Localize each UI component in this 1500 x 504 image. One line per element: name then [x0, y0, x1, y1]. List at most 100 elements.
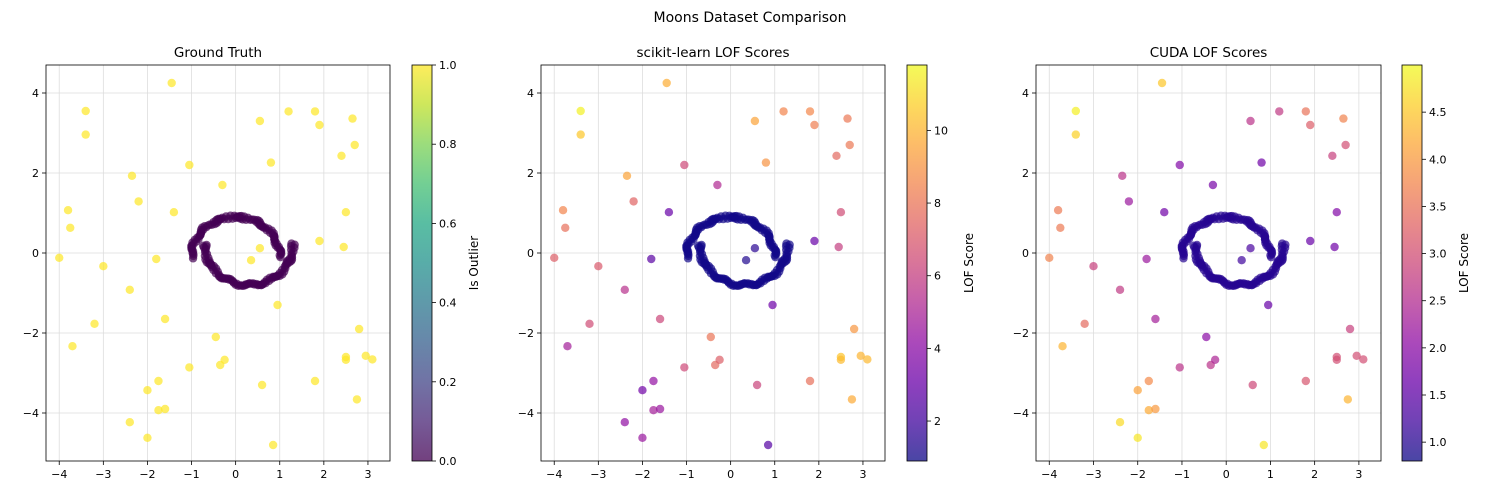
x-tick-label: 2: [1311, 468, 1318, 481]
colorbar-tick-label: 0.4: [439, 297, 457, 310]
outlier-point: [662, 78, 671, 88]
outlier-point: [266, 158, 276, 167]
outlier-point: [647, 254, 656, 264]
outlier-point: [715, 355, 724, 364]
colorbar-tick-label: 4: [934, 342, 941, 355]
x-tick-label: −1: [1174, 468, 1190, 481]
outlier-point: [268, 440, 278, 450]
outlier-point: [1058, 342, 1067, 351]
y-tick-label: −4: [518, 407, 534, 420]
colorbar-gradient: [1401, 64, 1423, 462]
inlier-point: [683, 254, 693, 263]
x-tick-label: 1: [276, 468, 283, 481]
y-axis: −4 −2 0 2 4: [1013, 87, 1036, 420]
outlier-point: [622, 171, 632, 180]
outlier-point: [339, 242, 348, 252]
scatter-points: [550, 78, 872, 450]
colorbar-tick-label: 0.0: [439, 455, 457, 468]
colorbar-gradient: [411, 64, 433, 462]
outlier-point: [310, 376, 320, 386]
outlier-point: [167, 78, 176, 88]
inlier-point: [188, 254, 198, 263]
y-tick-label: 2: [32, 167, 39, 180]
outlier-point: [1306, 236, 1315, 246]
outlier-point: [1237, 256, 1246, 265]
outlier-point: [185, 363, 194, 372]
y-axis: −4 −2 0 2 4: [23, 87, 46, 420]
y-tick-label: 0: [32, 247, 39, 260]
outlier-point: [1328, 151, 1337, 160]
x-tick-label: 3: [859, 468, 866, 481]
outlier-point: [805, 376, 815, 386]
outlier-point: [337, 151, 346, 160]
outlier-point: [1157, 78, 1167, 88]
outlier-point: [255, 244, 265, 253]
outlier-point: [1080, 319, 1089, 328]
colorbar-tick-label: 0.6: [439, 217, 457, 230]
outlier-point: [352, 395, 362, 404]
outlier-point: [1175, 363, 1184, 372]
outlier-point: [1142, 254, 1151, 264]
outlier-point: [218, 180, 227, 190]
outlier-point: [134, 197, 143, 206]
outlier-point: [257, 380, 267, 390]
outlier-point: [856, 351, 865, 360]
colorbar-tick-label: 3.0: [1429, 248, 1447, 261]
grid: [46, 65, 390, 461]
outlier-point: [1248, 380, 1257, 390]
outlier-point: [1330, 242, 1339, 252]
subplot-title: scikit-learn LOF Scores: [637, 45, 790, 61]
x-tick-label: −4: [1041, 468, 1057, 481]
colorbar: 0.0 0.2 0.4 0.6 0.8 1.0 Is Outlier: [411, 59, 481, 468]
outlier-point: [143, 386, 152, 395]
outlier-point: [160, 314, 170, 324]
outlier-point: [768, 300, 777, 310]
outlier-point: [90, 319, 99, 328]
outlier-point: [680, 160, 689, 170]
outlier-point: [563, 342, 572, 351]
outlier-point: [750, 244, 760, 253]
x-tick-label: −2: [139, 468, 155, 481]
y-tick-label: −2: [1013, 327, 1029, 340]
outlier-point: [810, 120, 819, 130]
axes-frame: [1035, 64, 1382, 462]
outlier-point: [169, 208, 179, 217]
outlier-point: [1301, 376, 1311, 386]
y-tick-label: −4: [23, 407, 39, 420]
outlier-point: [620, 285, 629, 294]
outlier-point: [1332, 208, 1341, 217]
y-tick-label: −2: [518, 327, 534, 340]
y-tick-label: −4: [1013, 407, 1029, 420]
y-tick-label: 4: [1022, 87, 1029, 100]
outlier-point: [585, 319, 594, 328]
colorbar-tick-label: 6: [934, 270, 941, 283]
outlier-point: [310, 107, 320, 116]
outlier-point: [246, 256, 256, 265]
outlier-point: [1133, 386, 1142, 395]
outlier-point: [55, 253, 64, 262]
x-tick-label: −1: [678, 468, 694, 481]
outlier-point: [1118, 171, 1127, 180]
x-tick-label: 3: [1355, 468, 1362, 481]
outlier-point: [664, 208, 674, 217]
x-tick-label: 2: [320, 468, 327, 481]
outlier-point: [594, 262, 603, 271]
outlier-point: [361, 351, 370, 360]
outlier-point: [834, 242, 843, 252]
outlier-point: [220, 355, 229, 364]
outlier-point: [341, 208, 351, 217]
outlier-point: [1339, 114, 1348, 123]
colorbar-label: LOF Score: [962, 233, 976, 293]
outlier-point: [750, 116, 760, 126]
outlier-point: [341, 355, 351, 364]
colorbar-tick-label: 2.0: [1429, 342, 1447, 355]
outlier-point: [1210, 355, 1220, 364]
outlier-point: [741, 256, 751, 265]
outlier-point: [638, 433, 647, 442]
outlier-point: [348, 114, 357, 123]
outlier-point: [761, 158, 771, 167]
scatter-points: [55, 78, 377, 450]
outlier-point: [1246, 244, 1255, 253]
outlier-point: [1133, 433, 1142, 442]
